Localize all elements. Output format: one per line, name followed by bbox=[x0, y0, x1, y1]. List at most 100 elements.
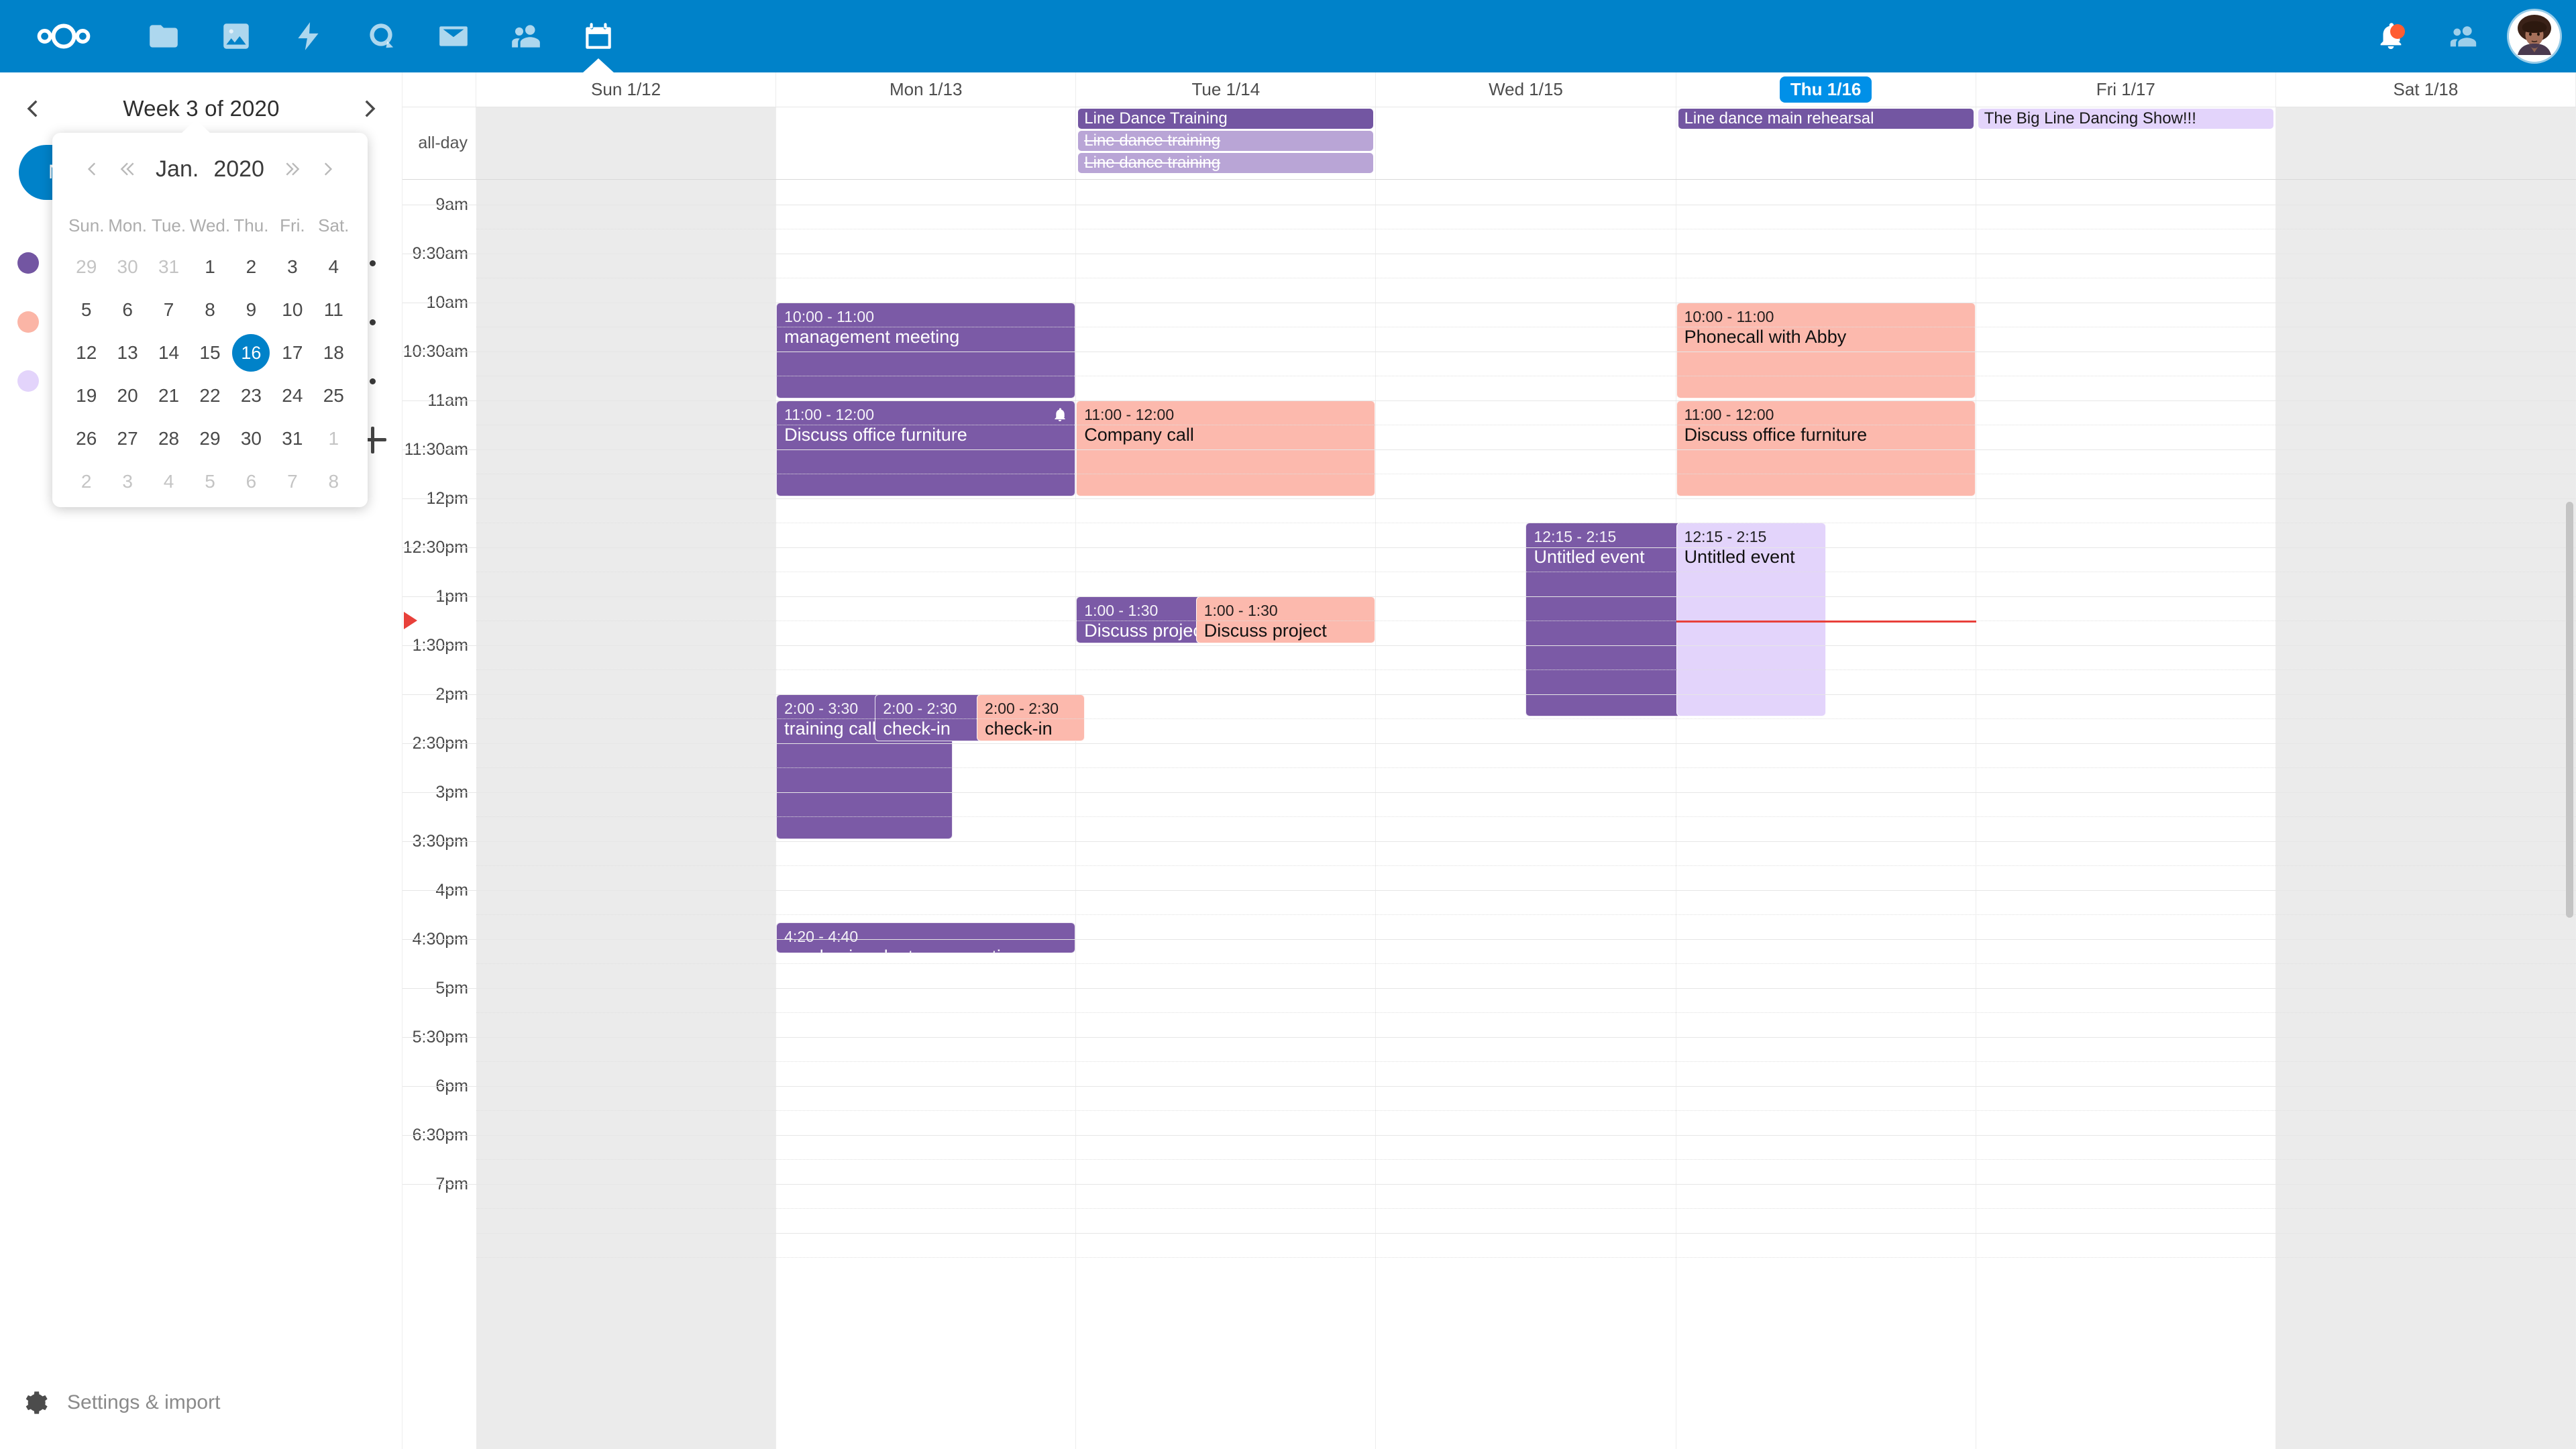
date-picker-day[interactable]: 1 bbox=[328, 428, 339, 449]
date-picker-day[interactable]: 31 bbox=[282, 428, 303, 449]
double-chevron-right-icon[interactable] bbox=[275, 152, 310, 186]
calendar-event[interactable]: 11:00 - 12:00 Discuss office furniture bbox=[1676, 400, 1976, 496]
day-header-4[interactable]: Thu 1/16 bbox=[1676, 72, 1976, 107]
date-picker-day[interactable]: 19 bbox=[76, 385, 97, 406]
nav-item-mail[interactable] bbox=[417, 0, 490, 72]
day-column-2[interactable]: 11:00 - 12:00 Company call 1:00 - 1:30 Disc… bbox=[1076, 180, 1377, 1449]
day-header-2[interactable]: Tue 1/14 bbox=[1076, 72, 1377, 107]
date-picker-day[interactable]: 9 bbox=[246, 299, 257, 320]
chevron-right-icon[interactable] bbox=[310, 152, 345, 186]
date-picker-day[interactable]: 17 bbox=[282, 342, 303, 363]
chevron-left-icon[interactable] bbox=[75, 152, 110, 186]
calendar-event[interactable]: 2:00 - 2:30 check-in bbox=[875, 694, 983, 741]
date-picker-day[interactable]: 21 bbox=[158, 385, 180, 406]
date-picker-year[interactable]: 2020 bbox=[213, 156, 264, 182]
calendar-event[interactable]: 12:15 - 2:15 Untitled event bbox=[1525, 523, 1682, 716]
all-day-cell-0[interactable] bbox=[476, 107, 777, 179]
calendar-event[interactable]: 11:00 - 12:00 Discuss office furniture bbox=[776, 400, 1076, 496]
date-picker-day[interactable]: 28 bbox=[158, 428, 180, 449]
calendar-event[interactable]: 12:15 - 2:15 Untitled event bbox=[1676, 523, 1826, 716]
date-picker-day[interactable]: 31 bbox=[158, 256, 180, 277]
all-day-event[interactable]: The Big Line Dancing Show!!! bbox=[1978, 109, 2273, 129]
nav-item-photos[interactable] bbox=[200, 0, 272, 72]
date-picker-day[interactable]: 7 bbox=[163, 299, 174, 320]
user-avatar[interactable] bbox=[2509, 11, 2560, 62]
date-picker-day[interactable]: 6 bbox=[122, 299, 133, 320]
calendar-list-item[interactable]: Dance bbox=[0, 352, 402, 411]
day-header-1[interactable]: Mon 1/13 bbox=[776, 72, 1077, 107]
double-chevron-left-icon[interactable] bbox=[110, 152, 145, 186]
notifications-button[interactable] bbox=[2355, 0, 2427, 72]
calendar-color-dot[interactable] bbox=[17, 252, 39, 274]
calendar-event[interactable]: 11:00 - 12:00 Company call bbox=[1076, 400, 1376, 496]
day-column-4[interactable]: 12:15 - 2:15 Untitled event 10:00 - 11:00 P… bbox=[1676, 180, 1976, 1449]
date-picker-day[interactable]: 14 bbox=[158, 342, 180, 363]
date-picker-day[interactable]: 29 bbox=[199, 428, 221, 449]
date-picker-day[interactable]: 22 bbox=[199, 385, 221, 406]
nav-item-activity[interactable] bbox=[272, 0, 345, 72]
date-picker-day[interactable]: 12 bbox=[76, 342, 97, 363]
nav-item-calendar[interactable] bbox=[562, 0, 635, 72]
date-picker-day[interactable]: 4 bbox=[328, 256, 339, 277]
date-picker-day[interactable]: 30 bbox=[117, 256, 138, 277]
time-grid-scroll[interactable]: 9am 9:30am 10am 10:30am 11am 11:30am 12pm 12:30… bbox=[402, 180, 2576, 1449]
date-picker-day[interactable]: 3 bbox=[122, 471, 133, 492]
date-picker-day[interactable]: 2 bbox=[80, 471, 92, 492]
date-picker-day[interactable]: 16 bbox=[231, 331, 272, 374]
nav-item-files[interactable] bbox=[127, 0, 200, 72]
calendar-event[interactable]: 2:00 - 2:30 check-in bbox=[977, 694, 1085, 741]
all-day-event[interactable]: Line dance training bbox=[1078, 131, 1374, 151]
all-day-cell-2[interactable]: Line Dance Training Line dance training Li… bbox=[1076, 107, 1377, 179]
current-week-title[interactable]: Week 3 of 2020 bbox=[123, 96, 280, 121]
day-header-5[interactable]: Fri 1/17 bbox=[1976, 72, 2276, 107]
day-header-3[interactable]: Wed 1/15 bbox=[1376, 72, 1676, 107]
all-day-cell-5[interactable]: The Big Line Dancing Show!!! bbox=[1976, 107, 2276, 179]
all-day-event[interactable]: Line dance training bbox=[1078, 153, 1374, 173]
date-picker-day[interactable]: 2 bbox=[246, 256, 257, 277]
date-picker-day[interactable]: 7 bbox=[287, 471, 298, 492]
date-picker-day[interactable]: 8 bbox=[328, 471, 339, 492]
date-picker-day[interactable]: 23 bbox=[240, 385, 262, 406]
calendar-event[interactable]: 10:00 - 11:00 management meeting bbox=[776, 302, 1076, 398]
date-picker-day[interactable]: 4 bbox=[163, 471, 174, 492]
nav-item-talk[interactable] bbox=[345, 0, 417, 72]
date-picker-day[interactable]: 5 bbox=[80, 299, 92, 320]
calendar-list-item[interactable]: Personal bbox=[0, 233, 402, 292]
calendar-color-dot[interactable] bbox=[17, 370, 39, 392]
date-picker-day[interactable]: 6 bbox=[246, 471, 257, 492]
day-column-6[interactable] bbox=[2275, 180, 2576, 1449]
all-day-event[interactable]: Line Dance Training bbox=[1078, 109, 1374, 129]
date-picker-day[interactable]: 25 bbox=[323, 385, 344, 406]
nav-item-contacts[interactable] bbox=[490, 0, 562, 72]
settings-and-import-button[interactable]: Settings & import bbox=[0, 1379, 402, 1426]
day-header-0[interactable]: Sun 1/12 bbox=[476, 72, 777, 107]
date-picker-day[interactable]: 1 bbox=[205, 256, 215, 277]
date-picker-day[interactable]: 3 bbox=[287, 256, 298, 277]
previous-week-button[interactable] bbox=[9, 85, 58, 133]
nextcloud-logo-link[interactable] bbox=[0, 21, 127, 51]
contacts-menu-button[interactable] bbox=[2427, 0, 2500, 72]
calendar-event[interactable]: 10:00 - 11:00 Phonecall with Abby bbox=[1676, 302, 1976, 398]
date-picker-day[interactable]: 18 bbox=[323, 342, 344, 363]
date-picker-day[interactable]: 27 bbox=[117, 428, 138, 449]
date-picker-day[interactable]: 20 bbox=[117, 385, 138, 406]
date-picker-day[interactable]: 5 bbox=[205, 471, 215, 492]
date-picker-day[interactable]: 30 bbox=[240, 428, 262, 449]
all-day-cell-3[interactable] bbox=[1376, 107, 1676, 179]
day-column-1[interactable]: 10:00 - 11:00 management meeting 11:00 - 1… bbox=[776, 180, 1085, 1449]
add-calendar-button[interactable] bbox=[0, 411, 402, 470]
all-day-cell-6[interactable] bbox=[2275, 107, 2576, 179]
all-day-event[interactable]: Line dance main rehearsal bbox=[1678, 109, 1974, 129]
date-picker-day[interactable]: 13 bbox=[117, 342, 138, 363]
day-column-5[interactable] bbox=[1976, 180, 2276, 1449]
calendar-color-dot[interactable] bbox=[17, 311, 39, 333]
date-picker-day[interactable]: 11 bbox=[323, 299, 343, 320]
date-picker-day[interactable]: 29 bbox=[76, 256, 97, 277]
day-column-0[interactable] bbox=[476, 180, 777, 1449]
all-day-cell-4[interactable]: Line dance main rehearsal bbox=[1676, 107, 1976, 179]
date-picker-day[interactable]: 10 bbox=[282, 299, 303, 320]
date-picker-month[interactable]: Jan. bbox=[156, 156, 199, 182]
all-day-cell-1[interactable] bbox=[776, 107, 1077, 179]
date-picker-day[interactable]: 15 bbox=[199, 342, 221, 363]
